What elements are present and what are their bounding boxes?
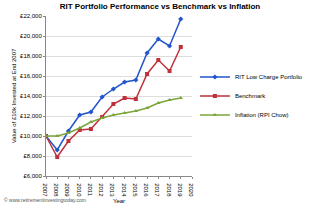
svg-text:£22,000: £22,000 (20, 13, 42, 19)
svg-text:2011: 2011 (87, 183, 93, 197)
svg-text:Benchmark: Benchmark (235, 93, 266, 99)
svg-text:© www.retirementinvestingtoday: © www.retirementinvestingtoday.com (4, 197, 86, 203)
svg-text:£10,000: £10,000 (20, 133, 42, 139)
svg-text:2018: 2018 (166, 183, 172, 197)
svg-text:RIT Portfolio Performance vs B: RIT Portfolio Performance vs Benchmark v… (60, 2, 261, 11)
svg-text:2016: 2016 (143, 183, 149, 197)
svg-text:£12,000: £12,000 (20, 113, 42, 119)
svg-text:2014: 2014 (121, 183, 127, 197)
svg-text:£14,000: £14,000 (20, 93, 42, 99)
svg-text:2019: 2019 (177, 183, 183, 197)
svg-text:2012: 2012 (98, 183, 104, 197)
svg-text:2017: 2017 (154, 183, 160, 197)
svg-text:Year: Year (113, 198, 125, 204)
svg-text:Inflation (RPI Chow): Inflation (RPI Chow) (235, 112, 289, 118)
svg-text:2013: 2013 (109, 183, 115, 197)
svg-text:RIT Low Charge Portfolio: RIT Low Charge Portfolio (235, 74, 303, 80)
svg-text:Value of £10k Invested at End: Value of £10k Invested at End 2007 (11, 48, 17, 143)
svg-text:£18,000: £18,000 (20, 53, 42, 59)
svg-text:2008: 2008 (53, 183, 59, 197)
svg-text:2009: 2009 (64, 183, 70, 197)
svg-text:2020: 2020 (188, 183, 194, 197)
svg-text:2007: 2007 (42, 183, 48, 197)
svg-text:£20,000: £20,000 (20, 33, 42, 39)
svg-text:£16,000: £16,000 (20, 73, 42, 79)
svg-text:2010: 2010 (76, 183, 82, 197)
svg-text:£8,000: £8,000 (23, 153, 42, 159)
svg-text:£6,000: £6,000 (23, 173, 42, 179)
svg-text:2015: 2015 (132, 183, 138, 197)
